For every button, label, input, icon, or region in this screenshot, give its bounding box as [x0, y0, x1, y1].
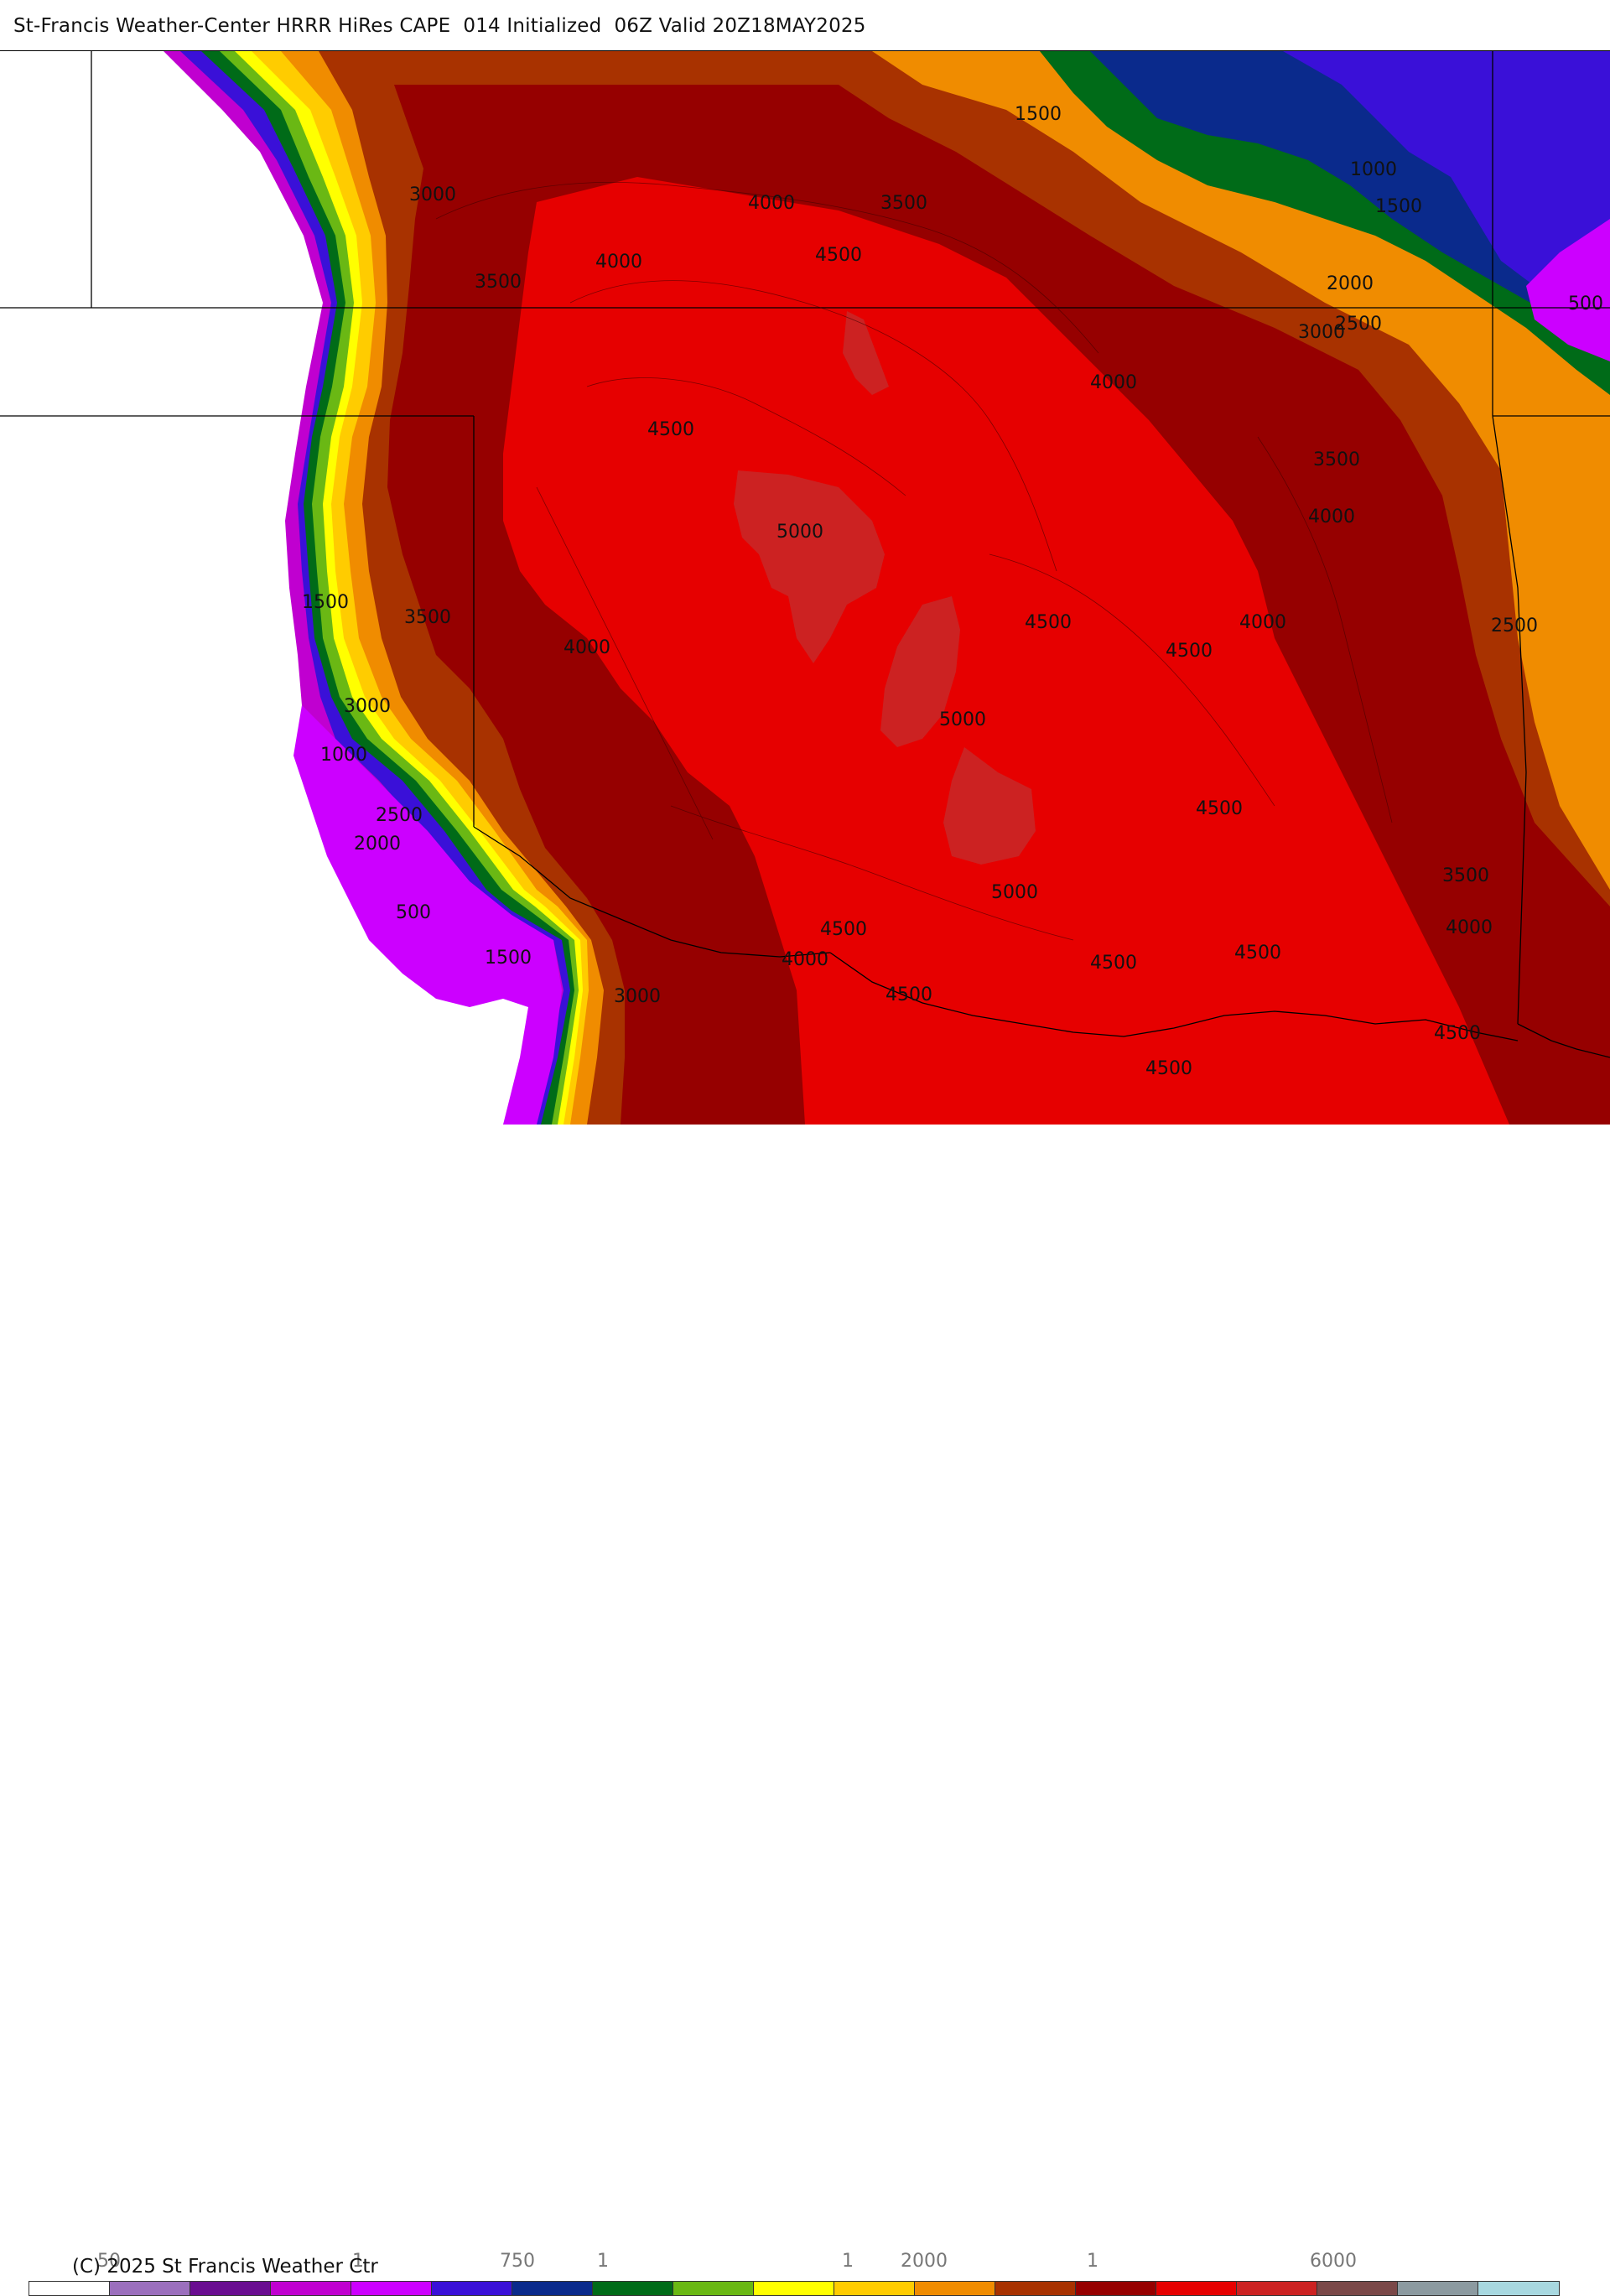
- cape-band-red: [503, 177, 1509, 1125]
- contour-label: 2500: [376, 805, 423, 826]
- contour-label: 4000: [782, 949, 828, 970]
- colorbar-swatch: [1398, 2282, 1478, 2295]
- contour-label: 4000: [1308, 506, 1355, 527]
- contour-label: 4000: [748, 193, 795, 214]
- contour-label: 500: [396, 902, 431, 923]
- copyright-text: (C) 2025 St Francis Weather Ctr: [72, 2256, 378, 2278]
- colorbar-tick-label: 1: [842, 2251, 854, 2272]
- contour-labels: 3000 3500 4000 4000 3500 4500 1500 1000 1500 500 2…: [302, 104, 1603, 1079]
- contour-label: 4000: [595, 252, 642, 273]
- colorbar-swatch: [915, 2282, 995, 2295]
- contour-label: 4500: [1434, 1023, 1481, 1044]
- colorbar-swatch: [512, 2282, 593, 2295]
- contour-label: 4500: [1025, 612, 1072, 633]
- colorbar-swatch: [1237, 2282, 1317, 2295]
- colorbar-swatch: [1317, 2282, 1398, 2295]
- colorbar-swatch: [995, 2282, 1076, 2295]
- contour-label: 4500: [1090, 953, 1137, 974]
- cape-pocket-5000-d: [843, 311, 889, 395]
- contour-label: 4500: [815, 245, 862, 266]
- contour-label: 3500: [475, 272, 522, 293]
- page-title: St-Francis Weather-Center HRRR HiRes CAP…: [13, 15, 866, 37]
- colorbar-swatch: [351, 2282, 432, 2295]
- colorbar-tick-label: 750: [500, 2251, 535, 2272]
- contour-label: 3500: [1442, 865, 1489, 886]
- contour-label: 4500: [1166, 641, 1213, 662]
- colorbar-swatch: [1156, 2282, 1237, 2295]
- contour-label: 3500: [1313, 449, 1360, 470]
- colorbar-swatch: [190, 2282, 271, 2295]
- colorbar-swatch: [754, 2282, 834, 2295]
- cape-pocket-5000-b: [880, 596, 960, 747]
- colorbar-swatch: [593, 2282, 673, 2295]
- cape-band-ne-magenta: [1526, 219, 1610, 361]
- contour-label: 5000: [991, 882, 1038, 903]
- contour-label: 4500: [1145, 1058, 1192, 1079]
- contour-label: 4500: [1196, 798, 1243, 819]
- colorbar-swatch: [673, 2282, 754, 2295]
- cape-pocket-5000-c: [943, 747, 1036, 865]
- contour-label: 4000: [1446, 917, 1493, 938]
- colorbar-tick-label: 1: [1087, 2251, 1098, 2272]
- contour-label: 1500: [485, 948, 532, 969]
- contour-label: 2000: [1327, 273, 1374, 294]
- colorbar-tick-label: 2000: [901, 2251, 948, 2272]
- contour-label: 4500: [820, 919, 867, 940]
- colorbar-swatch: [1076, 2282, 1156, 2295]
- contour-label: 2500: [1335, 314, 1382, 335]
- contour-label: 500: [1568, 293, 1603, 314]
- contour-label: 3500: [880, 193, 927, 214]
- contour-label: 4000: [1239, 612, 1286, 633]
- contour-label: 1000: [1350, 159, 1397, 180]
- contour-label: 3000: [409, 184, 456, 205]
- contour-label: 4000: [564, 637, 610, 658]
- colorbar-swatch: [834, 2282, 915, 2295]
- cape-band-ne-blue: [1283, 51, 1610, 328]
- contour-label: 4000: [1090, 372, 1137, 393]
- colorbar-tick-label: 1: [597, 2251, 609, 2272]
- contour-label: 3000: [1298, 322, 1345, 343]
- footer: 50 1 750 1 1 2000 1 6000 (C) 2025 St Fra…: [0, 1124, 1610, 2296]
- contour-label: 4500: [1234, 943, 1281, 964]
- colorbar-swatch: [1478, 2282, 1559, 2295]
- colorbar-swatch: [110, 2282, 190, 2295]
- contour-label: 2500: [1491, 616, 1538, 636]
- contour-label: 1500: [302, 592, 349, 613]
- cape-band-sw-magenta: [293, 705, 562, 1125]
- contour-label: 5000: [776, 522, 823, 543]
- contour-label: 3500: [404, 607, 451, 628]
- contour-label: 4500: [886, 984, 932, 1005]
- cape-map[interactable]: 3000 3500 4000 4000 3500 4500 1500 1000 1500 500 2…: [0, 50, 1610, 1125]
- contour-label: 1500: [1375, 196, 1422, 217]
- contour-label: 3000: [344, 696, 391, 717]
- contour-label: 3000: [614, 986, 661, 1007]
- colorbar-swatch: [271, 2282, 351, 2295]
- contour-label: 5000: [939, 709, 986, 730]
- state-boundaries: [0, 51, 1610, 1058]
- cape-pocket-5000-a: [734, 470, 885, 663]
- cape-colorbar: [29, 2281, 1560, 2296]
- colorbar-swatch: [432, 2282, 512, 2295]
- contour-label: 1500: [1015, 104, 1062, 125]
- cape-contour-lines: [435, 182, 1393, 941]
- colorbar-tick-label: 6000: [1310, 2251, 1357, 2272]
- contour-label: 2000: [354, 834, 401, 855]
- colorbar-swatch: [29, 2282, 110, 2295]
- contour-label: 1000: [320, 745, 367, 766]
- contour-label: 4500: [647, 419, 694, 440]
